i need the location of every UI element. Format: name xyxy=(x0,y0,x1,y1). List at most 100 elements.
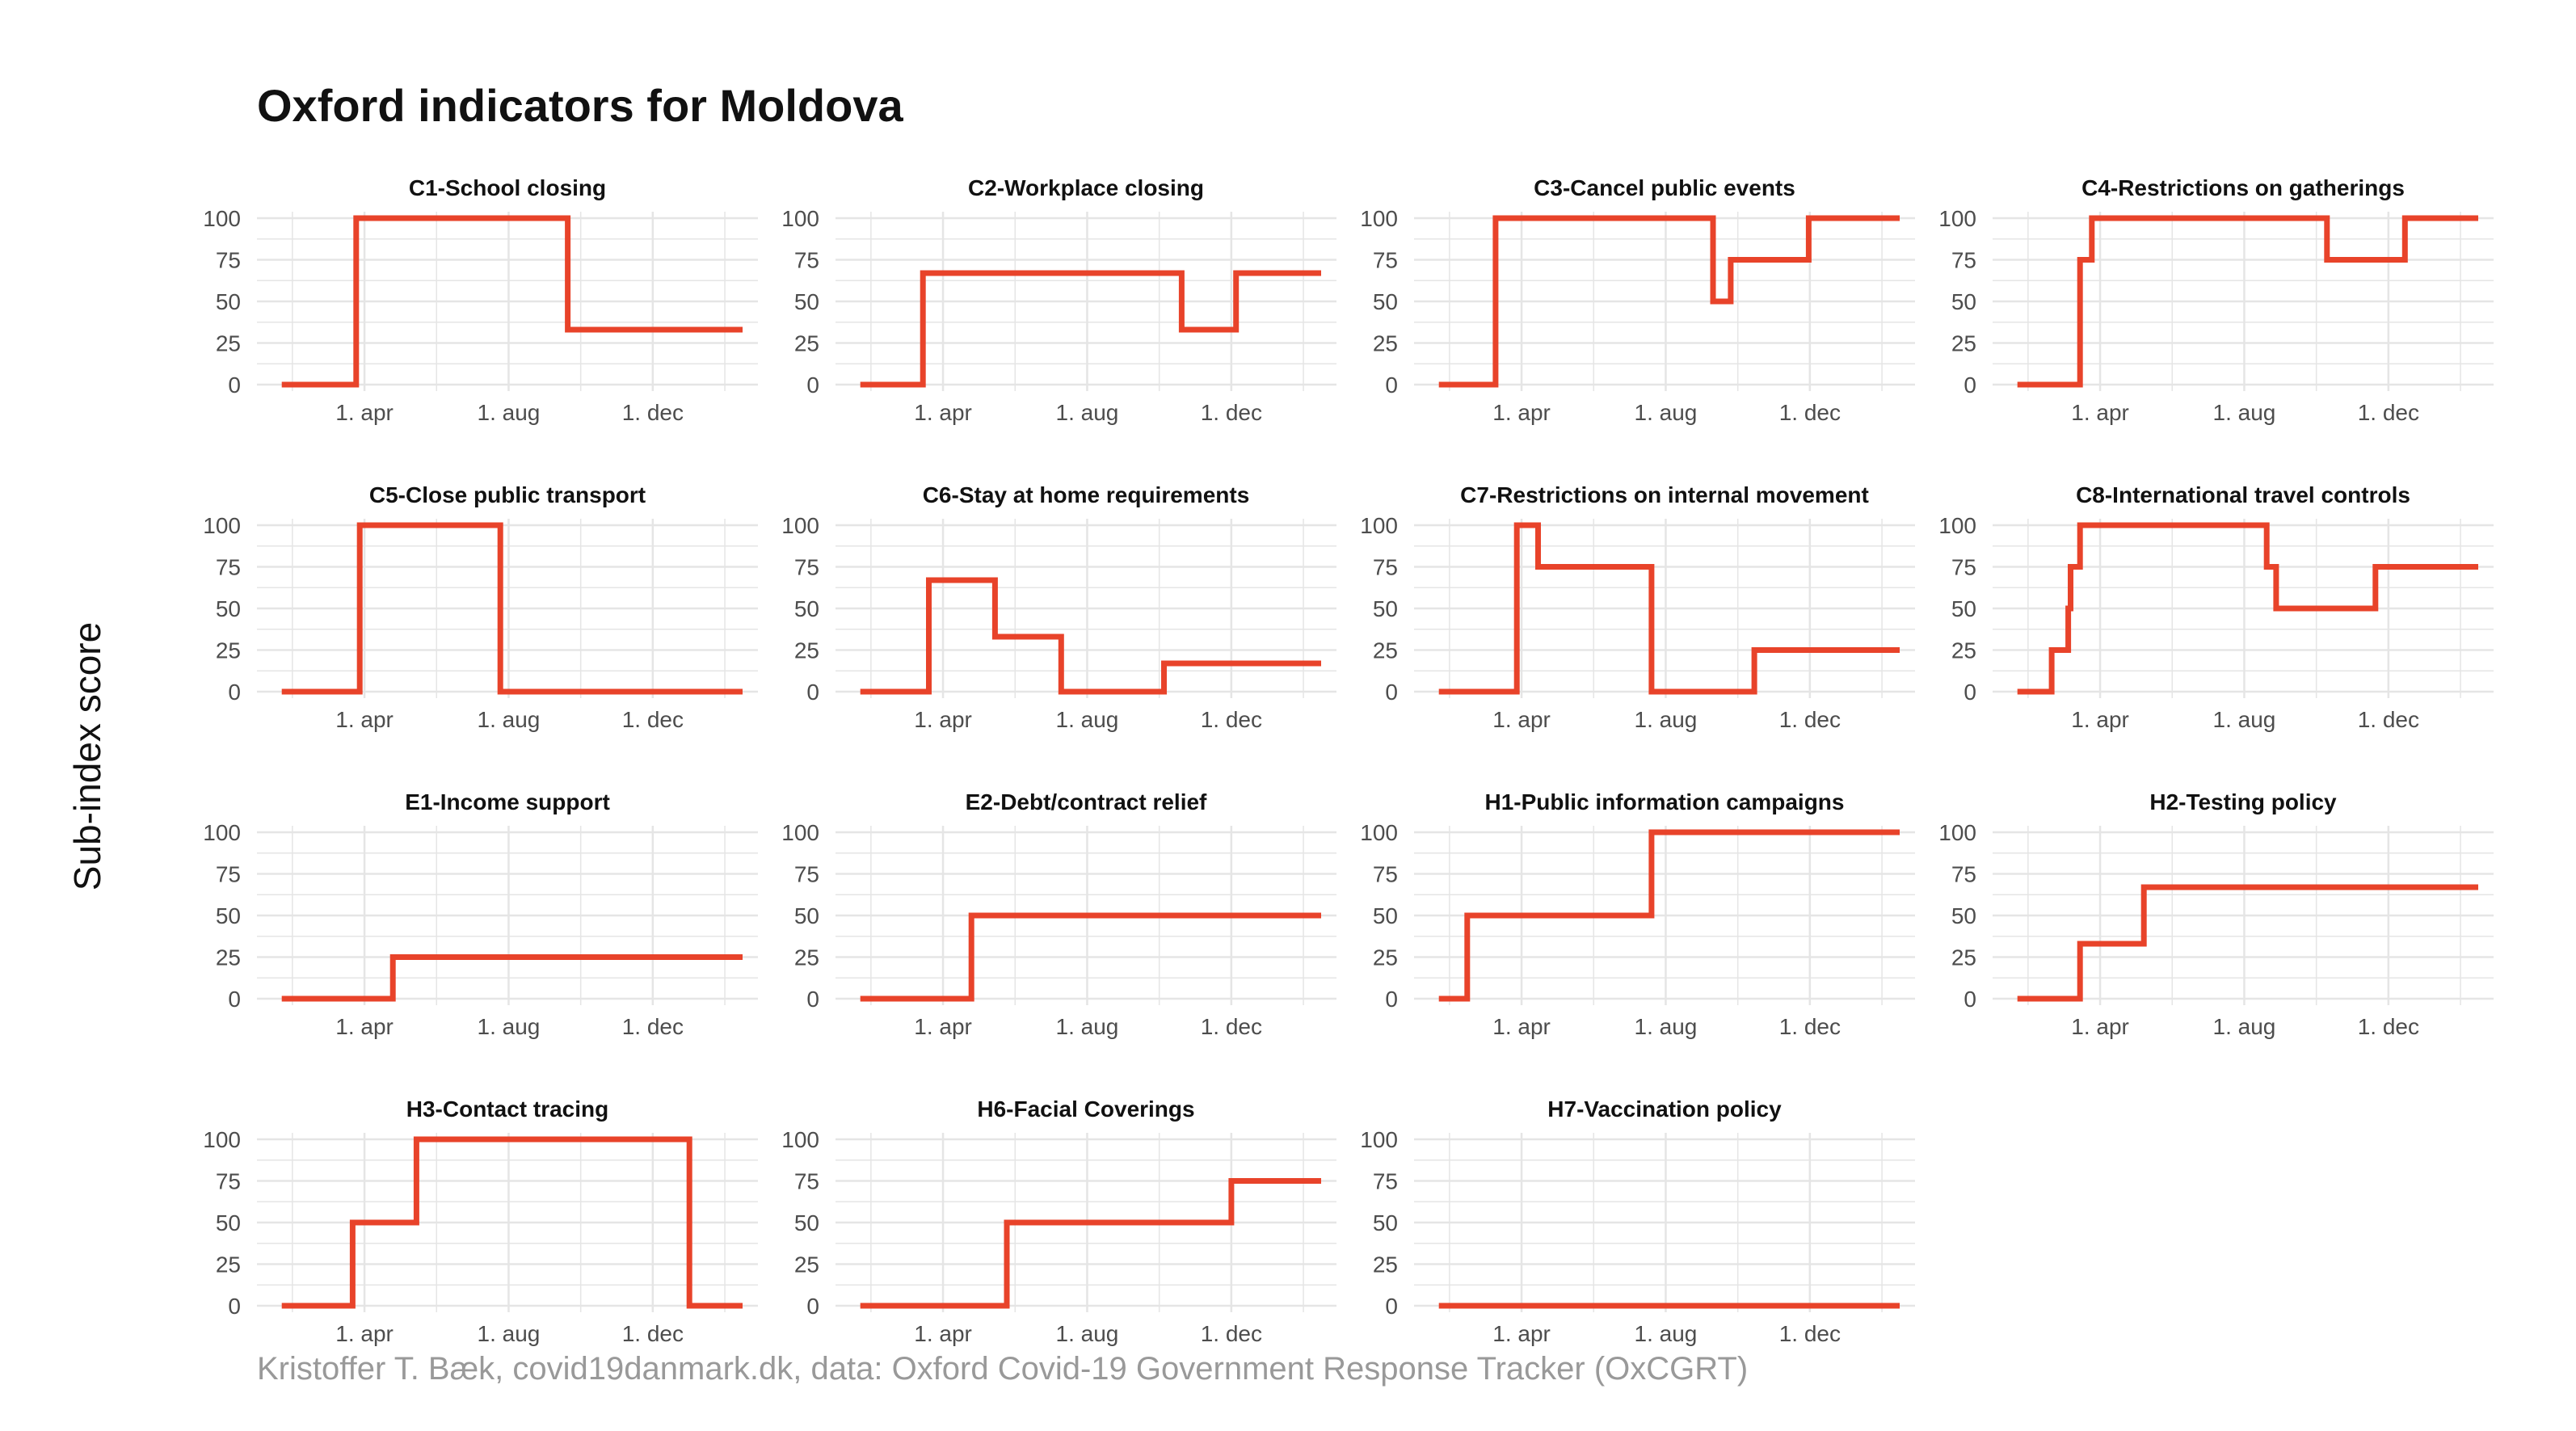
y-tick-label: 25 xyxy=(794,638,819,663)
x-tick-label: 1. aug xyxy=(1635,707,1698,732)
y-tick-label: 100 xyxy=(1938,513,1976,538)
x-tick-label: 1. apr xyxy=(1492,1014,1551,1039)
y-tick-label: 50 xyxy=(216,596,241,621)
facet-panel: H7-Vaccination policy 0 25 50 75 100 1. apr 1. … xyxy=(1360,1096,1915,1346)
series-line xyxy=(1438,829,1900,1002)
series-line xyxy=(2017,522,2478,695)
facet-panel: C2-Workplace closing 0 25 50 75 100 1. apr 1. a… xyxy=(781,175,1336,425)
panel-title: H2-Testing policy xyxy=(2149,789,2337,814)
y-tick-label: 100 xyxy=(1360,1127,1398,1152)
series-line xyxy=(860,270,1321,388)
series-line xyxy=(2017,215,2478,388)
panel-title: C4-Restrictions on gatherings xyxy=(2081,175,2405,200)
y-tick-label: 0 xyxy=(1385,372,1398,398)
x-tick-label: 1. dec xyxy=(1201,400,1262,425)
y-tick-label: 75 xyxy=(216,1169,241,1194)
series-line xyxy=(1438,522,1900,695)
x-tick-label: 1. dec xyxy=(622,1014,684,1039)
y-tick-label: 100 xyxy=(1360,206,1398,231)
y-tick-label: 75 xyxy=(1951,248,1976,273)
x-tick-label: 1. dec xyxy=(1201,1014,1262,1039)
series-line xyxy=(860,1178,1321,1309)
y-tick-label: 50 xyxy=(216,903,241,928)
y-tick-label: 50 xyxy=(794,1210,819,1235)
x-tick-label: 1. aug xyxy=(1635,1014,1698,1039)
x-tick-label: 1. apr xyxy=(2071,1014,2129,1039)
y-tick-label: 0 xyxy=(228,1294,241,1319)
y-tick-label: 100 xyxy=(1938,820,1976,845)
x-tick-label: 1. aug xyxy=(1056,1014,1119,1039)
panel-title: C1-School closing xyxy=(409,175,606,200)
x-tick-label: 1. dec xyxy=(622,400,684,425)
y-tick-label: 100 xyxy=(203,820,241,845)
y-tick-label: 25 xyxy=(794,1252,819,1277)
facet-panel: C1-School closing 0 25 50 75 100 1. apr 1. aug 1… xyxy=(203,175,758,425)
x-tick-label: 1. aug xyxy=(478,1014,541,1039)
series-line xyxy=(1438,215,1900,388)
facet-panel: C5-Close public transport 0 25 50 75 100 1. ap… xyxy=(203,482,758,732)
y-tick-label: 25 xyxy=(216,945,241,970)
series-line xyxy=(281,215,743,388)
y-tick-label: 75 xyxy=(1373,555,1398,580)
x-tick-label: 1. dec xyxy=(1201,1321,1262,1346)
x-tick-label: 1. dec xyxy=(1779,1014,1841,1039)
facet-panel: H2-Testing policy 0 25 50 75 100 1. apr 1. aug 1… xyxy=(1938,789,2494,1039)
y-tick-label: 100 xyxy=(203,206,241,231)
x-tick-label: 1. aug xyxy=(2213,707,2276,732)
y-tick-label: 0 xyxy=(1964,372,1976,398)
x-tick-label: 1. apr xyxy=(335,1014,394,1039)
y-tick-label: 75 xyxy=(794,862,819,887)
x-tick-label: 1. aug xyxy=(1635,1321,1698,1346)
x-tick-label: 1. aug xyxy=(478,1321,541,1346)
facet-panel: H1-Public information campaigns 0 25 50 75 10… xyxy=(1360,789,1915,1039)
x-tick-label: 1. dec xyxy=(622,1321,684,1346)
x-tick-label: 1. aug xyxy=(478,707,541,732)
x-tick-label: 1. aug xyxy=(1056,400,1119,425)
x-tick-label: 1. apr xyxy=(2071,707,2129,732)
panel-title: C2-Workplace closing xyxy=(968,175,1204,200)
x-tick-label: 1. apr xyxy=(914,400,972,425)
x-tick-label: 1. apr xyxy=(1492,707,1551,732)
x-tick-label: 1. apr xyxy=(914,707,972,732)
y-tick-label: 0 xyxy=(1964,680,1976,705)
y-tick-label: 25 xyxy=(216,1252,241,1277)
x-tick-label: 1. dec xyxy=(1201,707,1262,732)
panel-title: C3-Cancel public events xyxy=(1534,175,1795,200)
panel-title: H1-Public information campaigns xyxy=(1485,789,1845,814)
x-tick-label: 1. apr xyxy=(335,707,394,732)
y-tick-label: 0 xyxy=(228,680,241,705)
y-tick-label: 50 xyxy=(1373,289,1398,314)
y-tick-label: 25 xyxy=(1951,945,1976,970)
x-tick-label: 1. aug xyxy=(2213,400,2276,425)
facet-panel: C8-International travel controls 0 25 50 75 1… xyxy=(1938,482,2494,732)
series-line xyxy=(281,1136,743,1309)
x-tick-label: 1. aug xyxy=(478,400,541,425)
y-tick-label: 100 xyxy=(781,1127,819,1152)
panel-title: E2-Debt/contract relief xyxy=(966,789,1207,814)
y-tick-label: 75 xyxy=(1373,862,1398,887)
series-line xyxy=(2017,884,2478,1002)
y-tick-label: 75 xyxy=(216,862,241,887)
facet-panel: E1-Income support 0 25 50 75 100 1. apr 1. aug 1… xyxy=(203,789,758,1039)
y-tick-label: 25 xyxy=(1951,638,1976,663)
y-tick-label: 75 xyxy=(216,555,241,580)
facet-panel: H3-Contact tracing 0 25 50 75 100 1. apr 1. aug… xyxy=(203,1096,758,1346)
x-tick-label: 1. dec xyxy=(1779,400,1841,425)
series-line xyxy=(281,522,743,695)
panel-title: H3-Contact tracing xyxy=(406,1096,608,1122)
x-tick-label: 1. dec xyxy=(2358,400,2419,425)
y-tick-label: 50 xyxy=(794,903,819,928)
series-line xyxy=(860,577,1321,695)
y-tick-label: 100 xyxy=(203,513,241,538)
y-tick-label: 0 xyxy=(806,987,819,1012)
panel-title: H6-Facial Coverings xyxy=(977,1096,1194,1122)
x-tick-label: 1. dec xyxy=(2358,1014,2419,1039)
y-tick-label: 50 xyxy=(216,289,241,314)
series-line xyxy=(281,954,743,1002)
y-tick-label: 50 xyxy=(1373,903,1398,928)
x-tick-label: 1. dec xyxy=(622,707,684,732)
y-tick-label: 25 xyxy=(1951,331,1976,356)
page-title: Oxford indicators for Moldova xyxy=(257,80,903,131)
y-tick-label: 100 xyxy=(1360,820,1398,845)
y-tick-label: 50 xyxy=(1373,1210,1398,1235)
